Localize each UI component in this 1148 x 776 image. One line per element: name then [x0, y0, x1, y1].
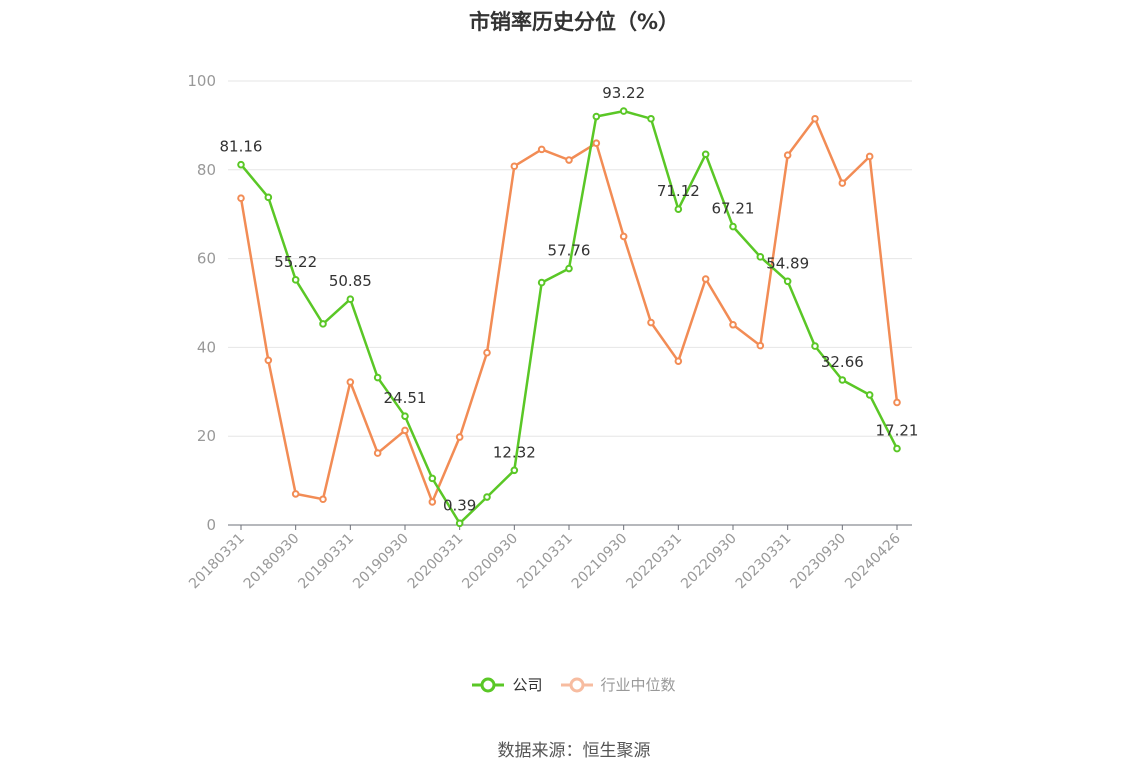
legend-label-company: 公司: [512, 676, 543, 694]
data-point: [893, 398, 901, 407]
x-tick-label: 20200331: [405, 531, 467, 593]
data-point: [592, 112, 601, 121]
x-tick-label: 20180331: [186, 531, 248, 593]
data-label: 71.12: [657, 182, 700, 200]
x-tick-label: 20210331: [514, 531, 576, 593]
data-point: [674, 357, 683, 365]
data-label: 0.39: [443, 496, 476, 514]
data-label: 81.16: [220, 138, 263, 156]
data-point: [674, 205, 683, 214]
data-labels: 81.16 55.22 50.85 24.51 0.39 12.32 57.76 93.22 7…: [220, 84, 919, 514]
data-point: [401, 412, 409, 420]
data-point: [865, 152, 874, 161]
data-point: [510, 466, 519, 475]
data-source: 数据来源：恒生聚源: [497, 741, 651, 761]
legend: 公司 行业中位数: [0, 674, 1148, 695]
x-tick-label: 20240426: [842, 530, 904, 592]
data-label: 57.76: [548, 242, 591, 260]
series-company: [237, 107, 901, 528]
data-point: [838, 376, 847, 384]
data-point: [647, 114, 655, 123]
x-tick-label: 20210930: [569, 531, 631, 593]
data-point: [592, 139, 601, 147]
data-point: [756, 253, 765, 261]
data-point: [865, 391, 874, 399]
data-point: [729, 320, 737, 329]
data-point: [729, 222, 737, 231]
data-point: [619, 107, 628, 115]
y-tick-label: 80: [197, 161, 216, 179]
y-tick-label: 20: [197, 427, 216, 445]
data-point: [701, 275, 710, 283]
x-tick-label: 20220930: [678, 531, 740, 593]
y-tick-label: 0: [206, 516, 216, 534]
data-point: [264, 193, 273, 202]
data-point: [428, 474, 437, 483]
data-point: [319, 495, 327, 504]
data-point: [373, 373, 382, 382]
chart-title: 市销率历史分位（%）: [468, 10, 680, 34]
data-point: [346, 378, 355, 386]
data-point: [811, 342, 819, 350]
data-point: [483, 348, 491, 357]
legend-swatch-company: [472, 677, 505, 692]
series-line: [240, 109, 899, 525]
data-point: [783, 151, 792, 159]
x-tick-label: 20230331: [733, 531, 795, 593]
data-point: [537, 278, 546, 287]
data-point: [455, 433, 464, 441]
data-point: [701, 150, 710, 159]
legend-item-industry-median[interactable]: 行业中位数: [560, 674, 676, 695]
data-point: [893, 444, 901, 453]
axes: 0 20 40 60 80 100 2018033120180930201903312019…: [186, 72, 912, 592]
data-point: [483, 493, 491, 501]
data-point: [237, 160, 245, 169]
data-label: 54.89: [766, 254, 809, 272]
data-label: 17.21: [876, 422, 919, 440]
data-label: 55.22: [274, 253, 317, 271]
data-point: [346, 295, 355, 304]
data-point: [537, 145, 546, 154]
x-tick-label: 20200930: [459, 531, 521, 593]
data-point: [565, 264, 573, 273]
data-label: 67.21: [712, 200, 755, 218]
data-point: [811, 114, 819, 123]
series-lines: [237, 107, 901, 528]
data-point: [373, 449, 382, 457]
x-tick-label: 20190331: [295, 531, 357, 593]
y-tick-label: 60: [197, 250, 216, 268]
x-tick-label: 20220331: [623, 531, 685, 593]
data-point: [401, 426, 409, 435]
data-label: 12.32: [493, 443, 536, 461]
data-label: 32.66: [821, 353, 864, 371]
series-industry-median: [237, 114, 901, 506]
x-tick-label: 20190930: [350, 531, 412, 593]
data-point: [291, 490, 300, 498]
line-chart: 0 20 40 60 80 100 2018033120180930201903312019…: [186, 72, 919, 592]
data-label: 93.22: [602, 84, 645, 102]
legend-swatch-industry-median: [560, 677, 593, 692]
data-point: [455, 519, 464, 528]
data-label: 24.51: [384, 389, 427, 407]
data-point: [838, 179, 847, 187]
data-point: [264, 356, 273, 365]
data-point: [619, 232, 628, 241]
data-point: [783, 277, 792, 286]
data-point: [510, 162, 519, 171]
legend-item-company[interactable]: 公司: [472, 674, 543, 695]
data-label: 50.85: [329, 272, 372, 290]
y-tick-label: 40: [197, 338, 216, 356]
x-tick-label: 20230930: [787, 531, 849, 593]
data-point: [428, 498, 437, 506]
data-point: [756, 341, 765, 350]
x-tick-label: 20180930: [241, 531, 303, 593]
data-point: [565, 156, 573, 164]
data-point: [319, 320, 327, 328]
data-point: [291, 276, 300, 284]
legend-label-industry-median: 行业中位数: [600, 676, 676, 694]
y-tick-label: 100: [187, 72, 216, 90]
data-point: [237, 194, 245, 203]
data-point: [647, 318, 655, 327]
